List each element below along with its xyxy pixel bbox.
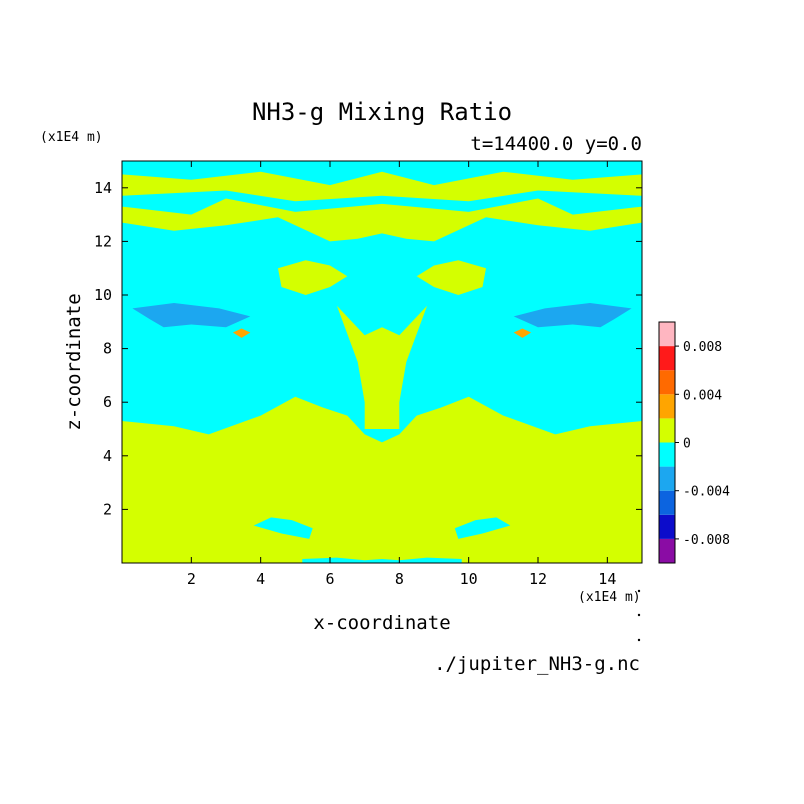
x-unit-label: (x1E4 m) <box>578 590 641 605</box>
colorbar-label: 0 <box>683 437 691 452</box>
contour-region <box>513 328 532 338</box>
marker-dot <box>637 589 641 593</box>
colorbar-swatch <box>659 490 675 515</box>
x-tick-label: 8 <box>395 570 404 588</box>
colorbar-label: -0.008 <box>683 533 730 548</box>
y-unit-label: (x1E4 m) <box>40 130 103 145</box>
colorbar-label: 0.008 <box>683 340 722 355</box>
y-tick-label: 8 <box>103 340 112 358</box>
contour-region <box>454 517 511 539</box>
contour-region <box>416 260 486 295</box>
colorbar-swatch <box>659 514 675 539</box>
x-tick-label: 4 <box>256 570 265 588</box>
chart-title: NH3-g Mixing Ratio <box>252 98 512 126</box>
y-axis-label: z-coordinate <box>63 293 85 430</box>
contour-region <box>278 260 348 295</box>
colorbar-swatch <box>659 538 675 563</box>
plot-frame <box>121 160 643 564</box>
x-tick-label: 14 <box>598 570 616 588</box>
contour-region <box>253 517 313 539</box>
contour-region <box>302 557 462 563</box>
x-tick-label: 10 <box>460 570 478 588</box>
colorbar-swatch <box>659 442 675 467</box>
x-axis: 2 4 6 8 10 12 14 <box>187 161 616 588</box>
colorbar-label: -0.004 <box>683 485 730 500</box>
marker-dot <box>637 613 641 617</box>
y-tick-label: 6 <box>103 393 112 411</box>
contour-region <box>513 303 632 328</box>
y-tick-label: 10 <box>94 286 112 304</box>
y-tick-label: 12 <box>94 232 112 250</box>
contour-region <box>232 328 251 338</box>
x-tick-label: 6 <box>325 570 334 588</box>
source-file-label: ./jupiter_NH3-g.nc <box>434 653 640 675</box>
colorbar-label: 0.004 <box>683 388 722 403</box>
colorbar-swatch <box>659 418 675 443</box>
colorbar-swatch <box>659 394 675 419</box>
x-tick-label: 2 <box>187 570 196 588</box>
contour-regions <box>122 161 642 563</box>
contour-region <box>122 161 642 186</box>
colorbar-swatch <box>659 346 675 371</box>
contour-region <box>122 190 642 215</box>
colorbar-swatch <box>659 370 675 395</box>
y-tick-label: 2 <box>103 500 112 518</box>
colorbar: 0.008 0.004 0 -0.004 -0.008 <box>658 321 730 564</box>
y-tick-label: 4 <box>103 447 112 465</box>
y-tick-label: 14 <box>94 179 112 197</box>
chart-subtitle: t=14400.0 y=0.0 <box>470 133 642 155</box>
x-tick-label: 12 <box>529 570 547 588</box>
contour-region <box>132 303 251 328</box>
contour-region <box>336 305 428 429</box>
x-axis-label: x-coordinate <box>313 612 450 634</box>
colorbar-swatch <box>659 322 675 347</box>
marker-dot <box>637 638 641 642</box>
colorbar-swatch <box>659 466 675 491</box>
y-axis: 2 4 6 8 10 12 14 <box>94 179 642 518</box>
